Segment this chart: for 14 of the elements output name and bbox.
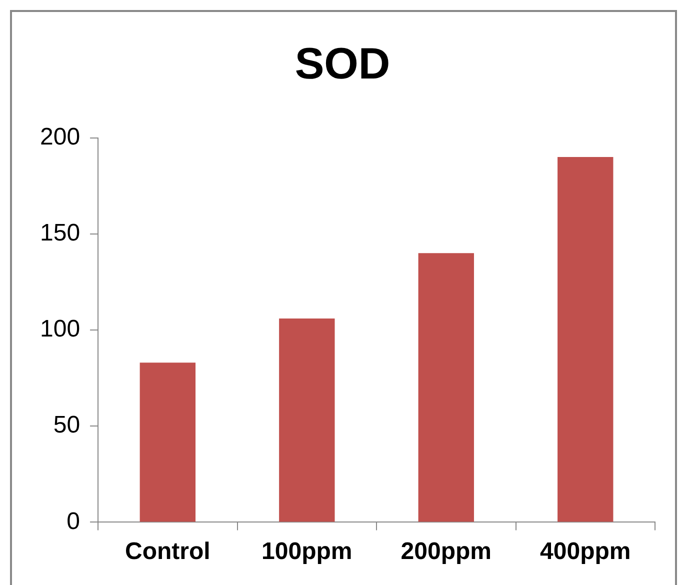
x-tick-label: 200ppm (400, 538, 492, 566)
x-tick-label: 100ppm (262, 538, 352, 566)
x-tick-label: 400ppm (540, 538, 631, 566)
y-tick-label: 50 (53, 412, 80, 439)
y-tick-label: 100 (40, 316, 80, 343)
bar (140, 362, 196, 522)
y-tick-label: 0 (66, 508, 80, 535)
x-tick-label: Control (125, 538, 210, 566)
y-tick-label: 150 (40, 220, 80, 247)
bar (558, 157, 614, 522)
bar (418, 253, 474, 522)
y-tick-label: 200 (40, 123, 80, 150)
chart-title: SOD (294, 40, 390, 89)
bar (279, 318, 335, 522)
